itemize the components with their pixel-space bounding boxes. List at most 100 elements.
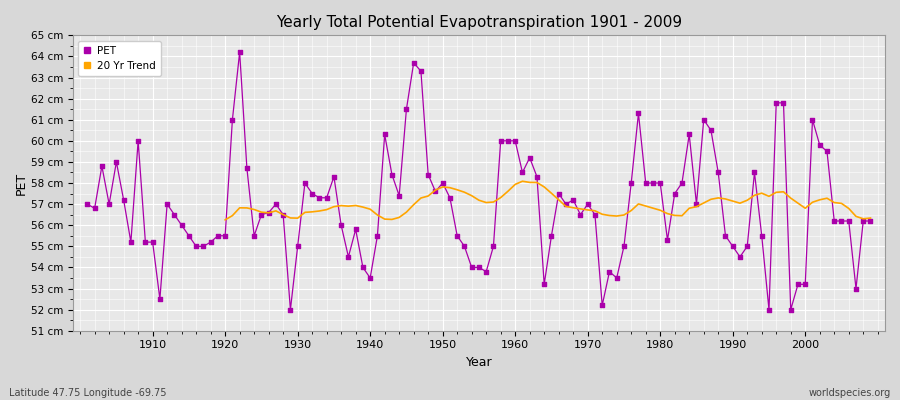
Point [849, 285, 863, 292]
Point [189, 243, 203, 250]
Point [175, 222, 189, 228]
Point [813, 142, 827, 148]
Point [631, 110, 645, 117]
Point [530, 174, 544, 180]
Point [109, 159, 123, 165]
Point [428, 188, 443, 195]
Point [167, 212, 182, 218]
Point [675, 180, 689, 186]
Point [784, 306, 798, 313]
Point [856, 218, 870, 224]
Point [791, 281, 806, 288]
Point [747, 169, 761, 176]
Point [457, 243, 472, 250]
Point [225, 116, 239, 123]
Point [407, 60, 421, 66]
Point [377, 131, 392, 138]
Text: Latitude 47.75 Longitude -69.75: Latitude 47.75 Longitude -69.75 [9, 388, 166, 398]
Point [827, 218, 842, 224]
Point [232, 49, 247, 56]
Point [493, 138, 508, 144]
Point [254, 212, 268, 218]
Point [508, 138, 522, 144]
Point [769, 100, 783, 106]
Point [94, 163, 109, 169]
Point [123, 239, 138, 245]
Point [392, 192, 407, 199]
Point [559, 201, 573, 207]
Point [291, 243, 305, 250]
Point [806, 116, 820, 123]
Point [464, 264, 479, 271]
Point [130, 138, 145, 144]
Point [327, 174, 341, 180]
Point [668, 190, 682, 197]
Point [348, 226, 363, 233]
Point [711, 169, 725, 176]
Point [262, 209, 276, 216]
Point [384, 171, 399, 178]
Point [595, 302, 609, 309]
Point [653, 180, 668, 186]
Point [580, 201, 595, 207]
Point [777, 100, 791, 106]
Point [523, 154, 537, 161]
X-axis label: Year: Year [465, 356, 492, 369]
Point [500, 138, 515, 144]
Point [566, 197, 580, 203]
Point [443, 194, 457, 201]
Point [733, 254, 747, 260]
Point [116, 197, 130, 203]
Point [269, 201, 284, 207]
Point [515, 169, 529, 176]
Point [203, 239, 218, 245]
Point [761, 306, 776, 313]
Point [102, 201, 116, 207]
Point [682, 131, 697, 138]
Point [661, 237, 675, 243]
Point [363, 275, 377, 281]
Point [573, 212, 588, 218]
Point [537, 281, 552, 288]
Point [602, 268, 616, 275]
Point [436, 180, 450, 186]
Point [80, 201, 94, 207]
Point [609, 275, 624, 281]
Point [624, 180, 638, 186]
Legend: PET, 20 Yr Trend: PET, 20 Yr Trend [78, 40, 161, 76]
Point [820, 148, 834, 154]
Point [552, 190, 566, 197]
Point [588, 212, 602, 218]
Point [320, 194, 334, 201]
Point [798, 281, 813, 288]
Point [160, 201, 175, 207]
Y-axis label: PET: PET [15, 172, 28, 194]
Point [486, 243, 500, 250]
Point [247, 232, 261, 239]
Point [646, 180, 661, 186]
Point [616, 243, 631, 250]
Point [196, 243, 211, 250]
Point [450, 232, 464, 239]
Point [472, 264, 486, 271]
Point [87, 205, 102, 212]
Point [356, 264, 370, 271]
Point [305, 190, 320, 197]
Point [863, 218, 878, 224]
Point [414, 68, 428, 74]
Point [139, 239, 153, 245]
Point [298, 180, 312, 186]
Point [341, 254, 356, 260]
Point [239, 165, 254, 172]
Point [153, 296, 167, 302]
Point [312, 194, 327, 201]
Text: worldspecies.org: worldspecies.org [809, 388, 891, 398]
Point [479, 268, 493, 275]
Point [754, 232, 769, 239]
Point [146, 239, 160, 245]
Point [284, 306, 298, 313]
Point [218, 232, 232, 239]
Point [400, 106, 414, 112]
Point [689, 201, 704, 207]
Title: Yearly Total Potential Evapotranspiration 1901 - 2009: Yearly Total Potential Evapotranspiratio… [276, 15, 682, 30]
